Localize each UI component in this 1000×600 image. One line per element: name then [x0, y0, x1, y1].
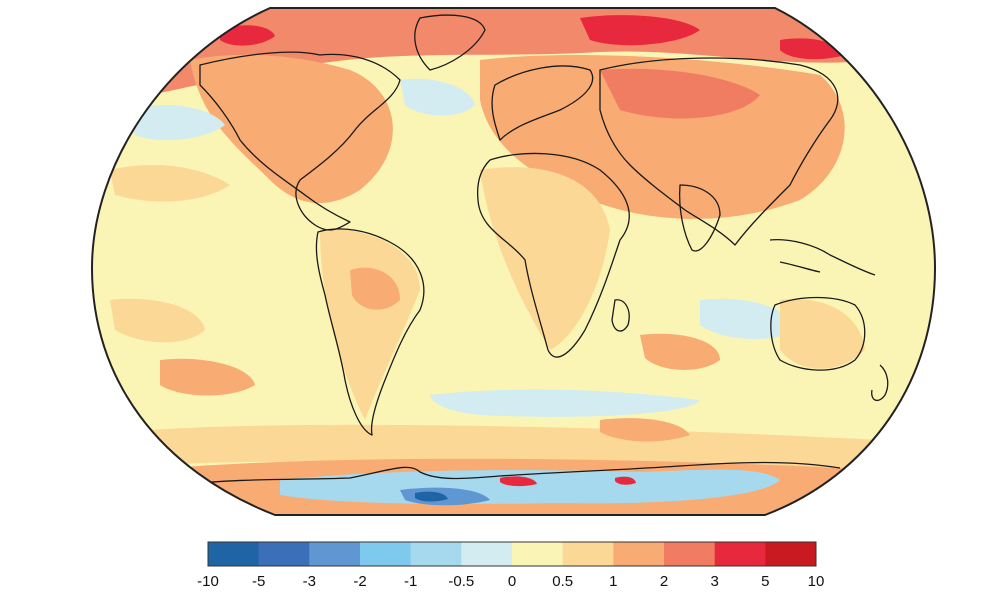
arctic-hot-spot-east — [580, 15, 700, 46]
south-america-strong-warm — [350, 267, 400, 310]
antarctica-hot-spot-2 — [615, 476, 636, 485]
south-pacific-warm — [110, 298, 205, 343]
colorbar-swatch — [714, 542, 766, 566]
coastline-europe — [491, 65, 594, 141]
coastline-india — [678, 184, 721, 252]
antarctica-coldest-spot — [415, 491, 448, 502]
coastline-asia — [599, 57, 839, 246]
southern-ocean-warm-band — [150, 424, 880, 470]
colorbar-tick-label: 1 — [609, 573, 617, 590]
coastline-southeast-asia-islands — [769, 239, 876, 276]
coastline-antarctica — [179, 461, 841, 486]
coastline-africa — [476, 152, 630, 358]
coastline-new-zealand — [871, 364, 889, 402]
colorbar-swatches — [208, 542, 817, 566]
colorbar-swatch — [512, 542, 563, 566]
north-atlantic-cool — [400, 78, 475, 116]
colorbar-tick-label: 10 — [808, 573, 825, 590]
colorbar-tick-label: 2 — [660, 573, 668, 590]
coastline-australia — [770, 296, 866, 371]
colorbar-tick-label: -5 — [252, 573, 265, 590]
colorbar-swatch — [258, 542, 310, 566]
colorbar-tick-label: -3 — [303, 573, 316, 590]
colorbar-swatch — [208, 542, 259, 566]
coastline-north-america — [199, 51, 401, 231]
colorbar-swatch — [613, 542, 665, 566]
colorbar-tick-label: 0.5 — [552, 573, 573, 590]
colorbar-tick-label: -2 — [353, 573, 366, 590]
colorbar-swatch — [765, 542, 817, 566]
colorbar-labels: -10 -5 -3 -2 -1 -0.5 0 0.5 1 2 3 5 10 — [197, 573, 824, 590]
colorbar-tick-label: -0.5 — [448, 573, 474, 590]
south-america-warm — [320, 229, 420, 420]
colorbar-swatch — [360, 542, 411, 566]
colorbar-frame — [207, 541, 817, 567]
coastline-south-america — [315, 228, 425, 436]
colorbar-swatch — [461, 542, 513, 566]
antarctica-hot-spot — [500, 476, 537, 487]
tropical-pacific-warm — [110, 165, 230, 202]
colorbar-tick-label: 3 — [710, 573, 718, 590]
coastline-madagascar — [611, 299, 630, 332]
colorbar-tick-label: -1 — [404, 573, 417, 590]
pacific-cool-patch — [130, 105, 225, 141]
colorbar-swatch — [309, 542, 361, 566]
south-pacific-warm-2 — [160, 358, 255, 396]
southern-ocean-warm-patch — [600, 418, 690, 442]
colorbar-tick-label: -10 — [197, 573, 219, 590]
map-area — [92, 8, 935, 515]
colorbar-tick-label: 5 — [761, 573, 769, 590]
colorbar-swatch — [562, 542, 614, 566]
colorbar-tick-label: 0 — [508, 573, 516, 590]
north-america-warm — [190, 54, 393, 204]
map-frame — [90, 7, 937, 516]
colorbar: -10 -5 -3 -2 -1 -0.5 0 0.5 1 2 3 5 10 — [197, 541, 824, 590]
africa-warm — [480, 167, 610, 350]
southern-ocean-cool — [430, 389, 700, 417]
eurasia-strong-warm — [600, 68, 760, 119]
coastline-greenland — [414, 14, 486, 71]
arctic-hot-spot-west — [220, 25, 275, 46]
colorbar-swatch — [664, 542, 715, 566]
australia-warm — [780, 299, 865, 369]
coastlines — [179, 14, 889, 486]
colorbar-swatch — [410, 542, 462, 566]
southern-indian-warm — [640, 333, 720, 370]
